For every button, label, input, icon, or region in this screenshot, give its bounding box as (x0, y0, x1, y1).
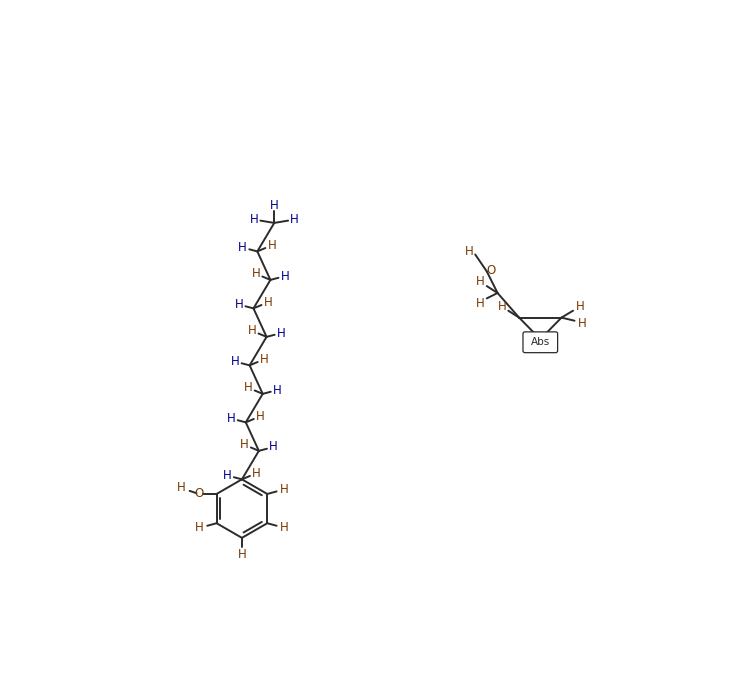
Text: H: H (226, 412, 236, 425)
Text: H: H (260, 353, 268, 366)
Text: H: H (177, 481, 185, 494)
FancyBboxPatch shape (523, 332, 557, 353)
Text: H: H (230, 355, 239, 368)
Text: H: H (264, 296, 272, 309)
Text: H: H (195, 521, 204, 534)
Text: H: H (252, 466, 261, 480)
Text: H: H (250, 213, 259, 226)
Text: H: H (238, 548, 246, 561)
Text: H: H (256, 410, 265, 422)
Text: H: H (465, 245, 473, 258)
Text: H: H (240, 438, 248, 451)
Text: H: H (238, 241, 247, 254)
Text: H: H (498, 300, 506, 313)
Text: H: H (223, 469, 232, 482)
Text: H: H (578, 317, 586, 330)
Text: H: H (244, 381, 253, 394)
Text: H: H (235, 298, 243, 311)
Text: H: H (280, 269, 290, 282)
Text: H: H (280, 521, 289, 534)
Text: H: H (476, 297, 485, 309)
Text: O: O (486, 264, 495, 277)
Text: H: H (251, 267, 260, 280)
Text: H: H (575, 300, 584, 313)
Text: H: H (476, 275, 485, 288)
Text: Abs: Abs (531, 337, 550, 347)
Text: H: H (269, 441, 278, 454)
Text: H: H (270, 199, 279, 212)
Text: H: H (280, 483, 289, 496)
Text: H: H (273, 383, 282, 397)
Text: O: O (194, 487, 203, 500)
Text: H: H (268, 239, 276, 252)
Text: H: H (290, 213, 298, 226)
Text: H: H (248, 324, 256, 337)
Text: H: H (277, 326, 286, 340)
